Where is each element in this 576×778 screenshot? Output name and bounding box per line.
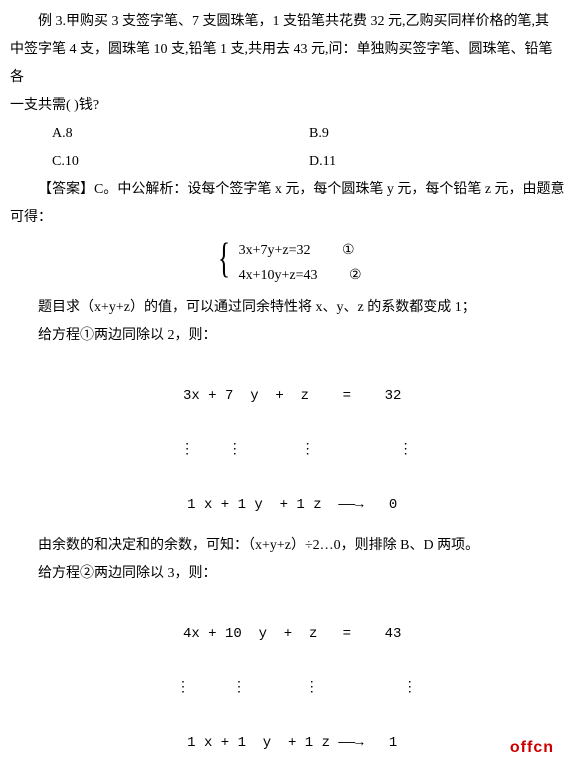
div2-row-3: 1 x + 1 y + 1 z ——→ 0: [10, 496, 566, 514]
watermark-logo: offcn: [510, 732, 554, 764]
step-3: 由余数的和决定和的余数，可知：（x+y+z）÷2…0，则排除 B、D 两项。: [10, 532, 566, 560]
option-d: D.11: [309, 148, 566, 176]
div3-row-3: 1 x + 1 y + 1 z ——→ 1: [10, 734, 566, 752]
equation-2-tag: ②: [349, 263, 362, 288]
equation-1: 3x+7y+z=32: [239, 243, 311, 258]
division-by-2: 3x + 7 y + z = 32 ⋮ ⋮ ⋮ ⋮ 1 x + 1 y + 1 …: [10, 350, 566, 532]
option-c: C.10: [52, 148, 309, 176]
equation-2: 4x+10y+z=43: [239, 268, 318, 283]
options-row-1: A.8 B.9: [52, 120, 566, 148]
division-by-3: 4x + 10 y + z = 43 ⋮ ⋮ ⋮ ⋮ 1 x + 1 y + 1…: [10, 588, 566, 770]
step-2: 给方程①两边同除以 2，则：: [10, 322, 566, 350]
option-a: A.8: [52, 120, 309, 148]
problem-line-1: 例 3.甲购买 3 支签字笔、7 支圆珠笔，1 支铅笔共花费 32 元,乙购买同…: [10, 8, 566, 36]
div2-row-1: 3x + 7 y + z = 32: [10, 387, 566, 405]
div3-row-2: ⋮ ⋮ ⋮ ⋮: [10, 679, 566, 697]
equation-1-tag: ①: [342, 238, 355, 263]
div3-row-1: 4x + 10 y + z = 43: [10, 625, 566, 643]
equation-system: { 3x+7y+z=32 ① 4x+10y+z=43 ②: [10, 238, 566, 288]
step-4: 给方程②两边同除以 3，则：: [10, 560, 566, 588]
problem-line-2: 中签字笔 4 支，圆珠笔 10 支,铅笔 1 支,共用去 43 元,问：单独购买…: [10, 36, 566, 92]
answer-head: 【答案】C。中公解析：设每个签字笔 x 元，每个圆珠笔 y 元，每个铅笔 z 元…: [10, 176, 566, 204]
left-brace-icon: {: [218, 238, 230, 288]
step-1: 题目求（x+y+z）的值，可以通过同余特性将 x、y、z 的系数都变成 1；: [10, 294, 566, 322]
div2-row-2: ⋮ ⋮ ⋮ ⋮: [10, 441, 566, 459]
options-row-2: C.10 D.11: [52, 148, 566, 176]
answer-head-2: 可得：: [10, 204, 566, 232]
option-b: B.9: [309, 120, 566, 148]
problem-line-3: 一支共需( )钱?: [10, 92, 566, 120]
